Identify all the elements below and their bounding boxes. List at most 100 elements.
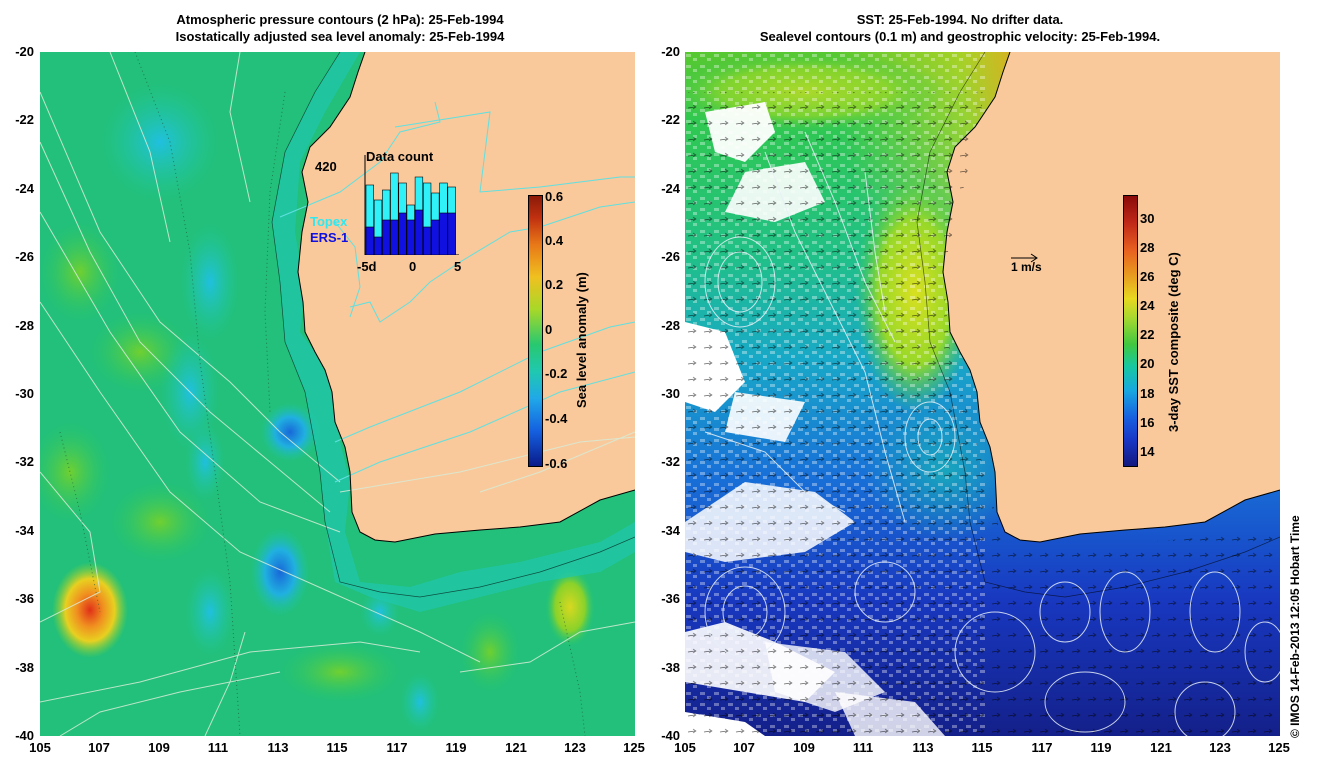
inset-ers-label: ERS-1 [310,230,349,245]
sst-tick: 30 [1140,211,1155,226]
ers-count-bar [447,212,456,255]
topex-count-bar [390,172,399,255]
sla-tick: 0.2 [545,277,564,292]
ers-count-bar [398,212,407,255]
sst-tick: 24 [1140,298,1155,313]
right-lat-tick: -28 [661,318,680,333]
right-title-line1: SST: 25-Feb-1994. No drifter data. [856,12,1064,27]
velocity-scale-label: 1 m/s [1011,260,1042,274]
right-lat-tick: -32 [661,454,680,469]
sst-tick: 20 [1140,356,1155,371]
right-lon-tick: 119 [1090,740,1112,755]
left-lon-tick: 125 [623,740,645,755]
sla-colorbar [528,195,543,467]
sst-map [685,52,1280,736]
right-lat-tick: -40 [661,728,680,743]
sst-tick: 16 [1140,415,1155,430]
ers-count-bar [414,209,424,255]
velocity-scale-arrow [1011,253,1038,263]
right-lat-tick: -26 [661,249,680,264]
left-lon-tick: 115 [326,740,348,755]
sst-tick: 22 [1140,327,1155,342]
left-lat-tick: -40 [15,728,34,743]
left-lat-tick: -26 [15,249,34,264]
inset-topex-label: Topex [310,214,348,229]
right-lon-tick: 111 [852,740,874,755]
right-lat-tick: -22 [661,112,680,127]
ers-count-bar [422,226,432,255]
sst-tick: 28 [1140,240,1155,255]
sla-colorbar-label: Sea level anomaly (m) [574,272,589,408]
data-count-inset: 420 Data count Topex ERS-1 -5d 0 5 [310,147,475,274]
data-count-bars [364,155,459,255]
sla-tick: -0.2 [545,366,568,381]
right-lon-tick: 105 [674,740,696,755]
right-lon-tick: 109 [793,740,815,755]
right-lon-tick: 113 [912,740,934,755]
inset-max-label: 420 [315,159,337,174]
left-lon-tick: 117 [386,740,408,755]
left-title-line1: Atmospheric pressure contours (2 hPa): 2… [176,12,504,27]
right-lat-tick: -38 [661,660,680,675]
left-lat-tick: -20 [15,44,34,59]
left-lat-tick: -38 [15,660,34,675]
left-lon-tick: 123 [564,740,586,755]
left-lon-tick: 107 [88,740,110,755]
topex-count-bar [422,182,432,255]
right-lon-tick: 125 [1268,740,1290,755]
left-lon-tick: 111 [207,740,229,755]
topex-count-bar [373,199,383,255]
right-title-line2: Sealevel contours (0.1 m) and geostrophi… [759,29,1161,44]
left-lon-tick: 121 [505,740,527,755]
right-lat-tick: -24 [661,181,680,196]
sla-tick: -0.4 [545,411,568,426]
ers-count-bar [406,219,415,255]
ers-count-bar [365,226,374,255]
sst-tick: 18 [1140,386,1155,401]
sst-colorbar-label: 3-day SST composite (deg C) [1166,252,1181,432]
australia-land [298,52,635,542]
sla-tick: 0.4 [545,233,564,248]
left-lat-tick: -24 [15,181,34,196]
left-lat-tick: -22 [15,112,34,127]
ers-count-bar [431,219,440,255]
sla-tick: 0.6 [545,189,564,204]
left-lat-tick: -36 [15,591,34,606]
inset-title: Data count [366,149,434,164]
right-lat-tick: -36 [661,591,680,606]
australia-land-sst [943,52,1280,542]
right-lat-tick: -34 [661,523,680,538]
right-lat-tick: -20 [661,44,680,59]
right-lon-tick: 115 [971,740,993,755]
right-map: 1 m/s [685,52,1280,736]
right-lon-tick: 123 [1209,740,1231,755]
sst-tick: 26 [1140,269,1155,284]
left-map: 420 Data count Topex ERS-1 -5d 0 5 [40,52,635,736]
left-lat-tick: -28 [15,318,34,333]
sst-colorbar [1123,195,1138,467]
inset-x-label-start: -5d [357,259,377,274]
right-lon-tick: 117 [1031,740,1053,755]
sla-tick: -0.6 [545,456,568,471]
right-lon-tick: 121 [1150,740,1172,755]
left-lat-tick: -32 [15,454,34,469]
sla-tick: 0 [545,322,553,337]
left-title-line2: Isostatically adjusted sea level anomaly… [175,29,505,44]
topex-count-bar [365,184,374,255]
sst-tick: 14 [1140,444,1155,459]
inset-axis [364,155,459,255]
ers-count-bar [390,219,399,255]
ers-count-bar [439,212,448,255]
left-lat-tick: -30 [15,386,34,401]
left-lon-tick: 119 [445,740,467,755]
inset-x-label-end: 5 [454,259,462,274]
credit-text: © IMOS 14-Feb-2013 12:05 Hobart Time [1288,515,1302,738]
left-lon-tick: 109 [148,740,170,755]
sea-level-anomaly-map [40,52,635,736]
left-lon-tick: 105 [29,740,51,755]
left-lat-tick: -34 [15,523,34,538]
ers-count-bar [373,236,383,255]
right-lat-tick: -30 [661,386,680,401]
right-lon-tick: 107 [733,740,755,755]
ers-count-bar [382,219,391,255]
